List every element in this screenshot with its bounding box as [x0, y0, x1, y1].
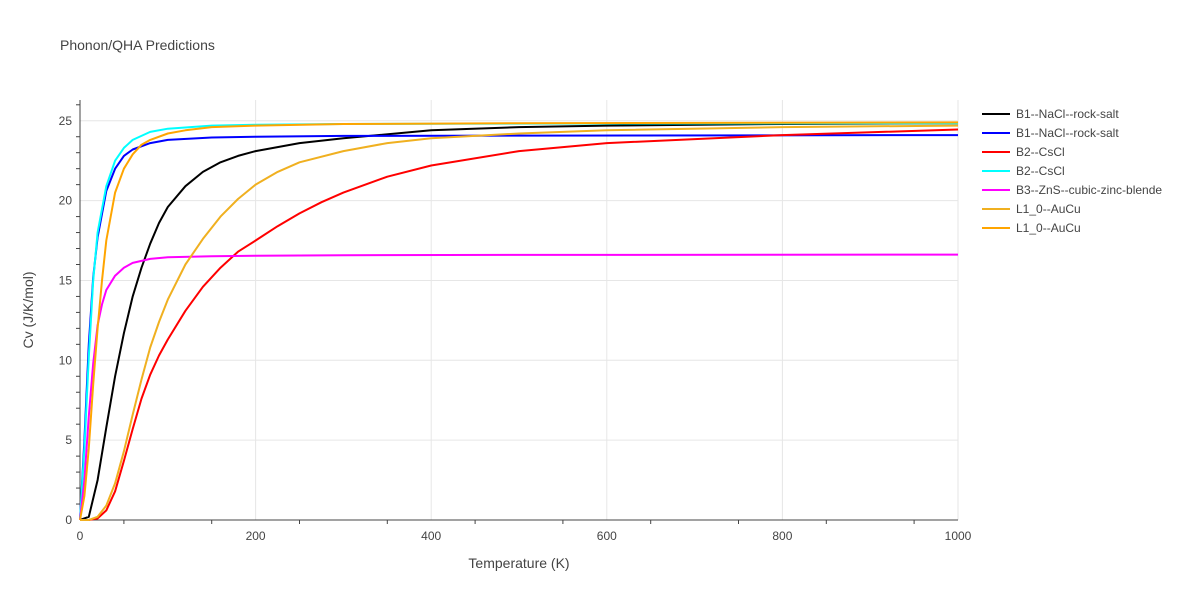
legend-item-label: B1--NaCl--rock-salt — [1016, 107, 1119, 121]
grid — [80, 100, 959, 520]
series-line-3 — [80, 128, 959, 521]
x-tick-label: 800 — [772, 529, 792, 543]
y-tick-label: 10 — [59, 353, 73, 367]
y-tick-label: 20 — [59, 194, 73, 208]
y-tick-label: 0 — [65, 513, 72, 527]
x-tick-label: 400 — [421, 529, 441, 543]
series-line-2 — [79, 134, 959, 521]
x-tick-label: 200 — [246, 529, 266, 543]
x-axis-title: Temperature (K) — [468, 555, 569, 571]
y-tick-label: 25 — [59, 114, 73, 128]
axes: 0 200 400 600 800 1000 0 5 10 15 20 25 — [59, 100, 972, 543]
y-tick-label: 15 — [59, 273, 73, 287]
chart-title: Phonon/QHA Predictions — [60, 37, 215, 53]
legend-item-label: L1_0--AuCu — [1016, 202, 1081, 216]
x-tick-label: 1000 — [945, 529, 972, 543]
x-tick-label: 0 — [77, 529, 84, 543]
legend-item-label: L1_0--AuCu — [1016, 221, 1081, 235]
series-line-6 — [80, 124, 959, 521]
series-line-1 — [79, 122, 959, 521]
legend-item-label: B2--CsCl — [1016, 145, 1065, 159]
legend-item-label: B3--ZnS--cubic-zinc-blende — [1016, 183, 1162, 197]
series-line-5 — [79, 253, 959, 521]
x-tick-label: 600 — [597, 529, 617, 543]
series-line-4 — [79, 122, 959, 521]
legend-item-label: B1--NaCl--rock-salt — [1016, 126, 1119, 140]
y-tick-label: 5 — [65, 433, 72, 447]
series-line-7 — [79, 121, 959, 521]
plot-area — [79, 121, 959, 521]
y-axis-title: Cv (J/K/mol) — [20, 272, 36, 349]
legend-item-label: B2--CsCl — [1016, 164, 1065, 178]
legend: B1--NaCl--rock-salt B1--NaCl--rock-salt B2… — [982, 107, 1162, 235]
